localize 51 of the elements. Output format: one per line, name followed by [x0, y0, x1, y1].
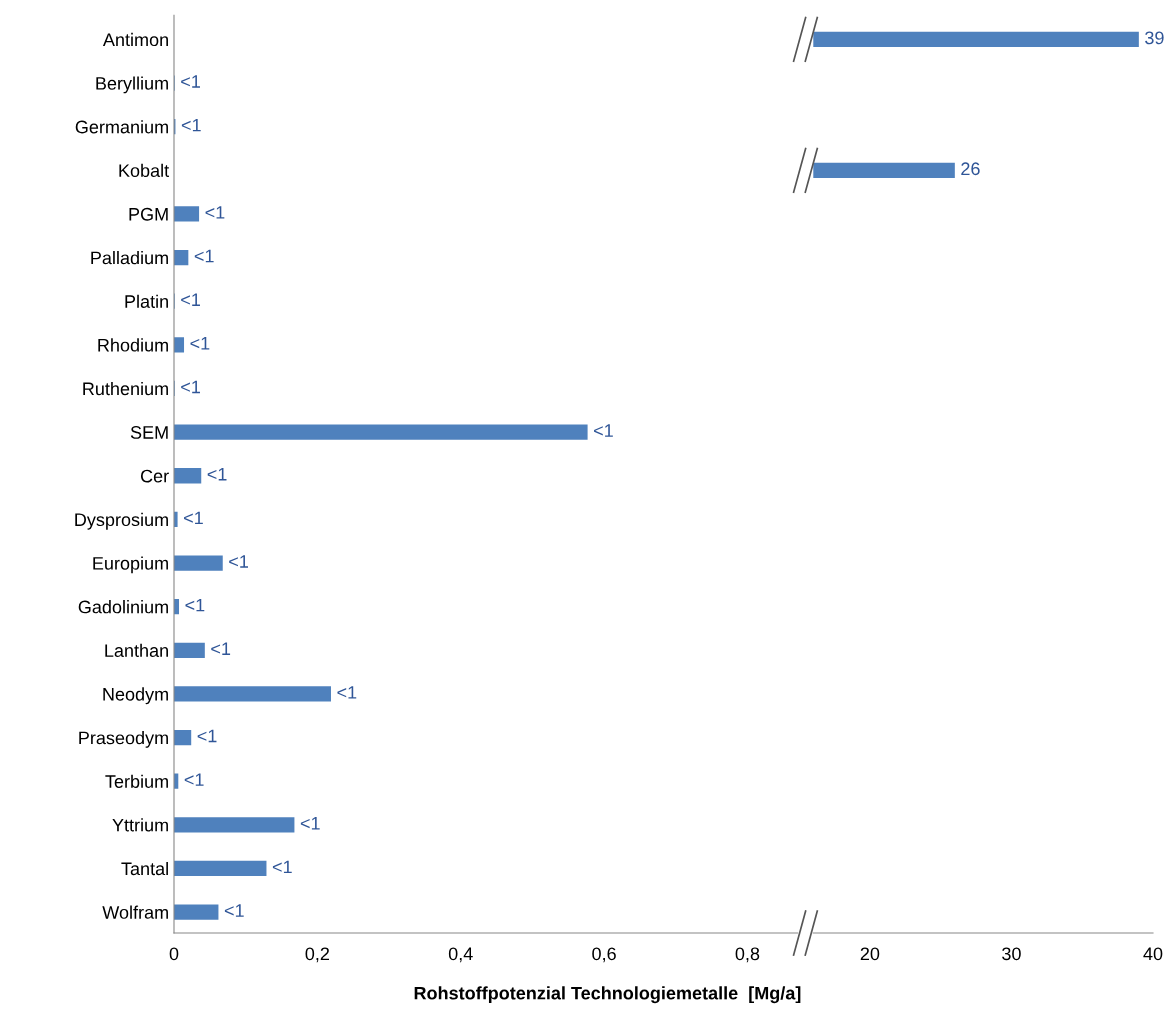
data-label: <1 — [300, 817, 320, 830]
y-tick-label: Palladium — [91, 251, 168, 265]
y-tick-label: Wolfram — [102, 905, 168, 919]
x-tick-label: 0,8 — [735, 947, 760, 963]
data-label: <1 — [190, 337, 210, 350]
y-tick-label: Ruthenium — [83, 381, 168, 396]
data-label: <1 — [184, 511, 203, 525]
data-label: <1 — [194, 249, 214, 263]
data-label: <1 — [207, 467, 227, 481]
data-label: <1 — [181, 380, 200, 394]
y-tick-label: Rhodium — [98, 338, 168, 352]
data-label: <1 — [594, 424, 613, 437]
y-tick-label: Terbium — [105, 774, 168, 788]
x-tick-label: 20 — [860, 947, 880, 961]
y-tick-label: Gadolinium — [78, 600, 168, 614]
data-label: <1 — [229, 555, 248, 568]
x-axis-title: Rohstoffpotenzial Technologiemetalle [Mg/a] — [414, 986, 801, 1004]
y-tick-label: Antimon — [102, 32, 168, 47]
data-label: <1 — [205, 206, 225, 219]
data-label: <1 — [181, 75, 200, 88]
data-label: <1 — [197, 729, 217, 743]
y-tick-label: Cer — [140, 469, 169, 483]
data-label: <1 — [272, 860, 292, 874]
data-label: <1 — [185, 598, 205, 612]
y-tick-label: Europium — [93, 556, 168, 574]
y-tick-label: Germanium — [75, 120, 168, 134]
data-label: <1 — [224, 904, 244, 917]
data-label: <1 — [184, 773, 204, 786]
data-label: <1 — [181, 293, 200, 306]
data-label: <1 — [337, 686, 357, 699]
x-tick-label: 0,2 — [305, 947, 330, 963]
y-tick-label: Tantal — [121, 861, 168, 876]
x-tick-label: 30 — [1002, 947, 1021, 961]
y-tick-label: SEM — [130, 426, 168, 439]
y-tick-label: Beryllium — [96, 76, 168, 94]
y-tick-label: Dysprosium — [75, 512, 168, 530]
y-tick-label: Yttrium — [112, 818, 168, 832]
y-tick-label: Praseodym — [79, 731, 168, 748]
y-tick-label: Kobalt — [119, 163, 170, 178]
x-tick-label: 0 — [169, 947, 179, 961]
y-tick-label: PGM — [129, 207, 168, 221]
y-tick-label: Lanthan — [105, 643, 168, 657]
data-label: 26 — [961, 162, 980, 176]
y-tick-label: Platin — [125, 294, 168, 308]
data-label: <1 — [211, 642, 231, 655]
x-tick-label: 40 — [1143, 947, 1163, 961]
x-tick-label: 0,6 — [592, 947, 616, 963]
data-label: <1 — [181, 118, 201, 132]
data-label: 39 — [1145, 31, 1164, 45]
y-tick-label: Neodym — [103, 687, 168, 705]
x-tick-label: 0,4 — [448, 947, 473, 963]
